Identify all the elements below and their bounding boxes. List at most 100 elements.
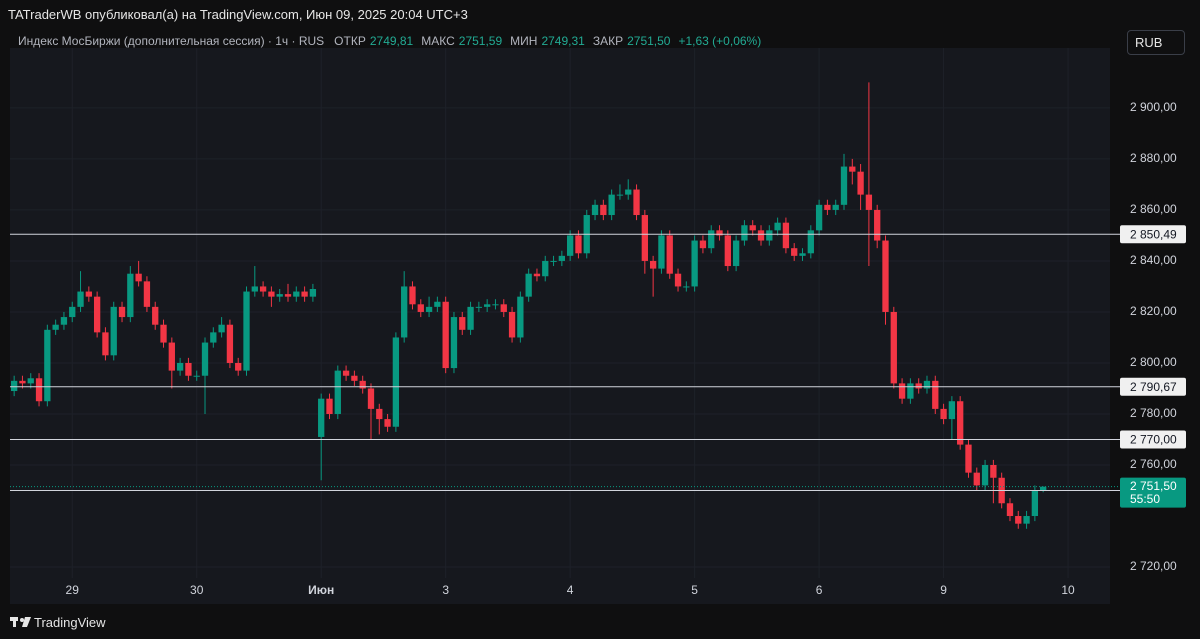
field-value: 2749,31 (541, 34, 585, 48)
candle-body (367, 388, 375, 409)
candle-body (600, 204, 607, 216)
x-tick-label: 3 (442, 583, 449, 597)
candle-body (708, 230, 715, 249)
currency-button[interactable]: RUB (1127, 30, 1185, 55)
candle-body (923, 380, 931, 389)
candle-body (500, 304, 507, 312)
last-price-label: 2 751,50 (1130, 479, 1177, 493)
candle-body (376, 408, 383, 420)
candle-body (865, 194, 873, 210)
candle-body (268, 291, 275, 297)
field-label: МАКС (421, 34, 455, 48)
candle-body (492, 304, 499, 306)
candle-body (791, 248, 798, 256)
level-label: 2 790,67 (1130, 380, 1177, 394)
level-label-box (1120, 225, 1186, 244)
candle-body (898, 383, 906, 399)
candle-body (658, 235, 665, 269)
candle-body (77, 291, 84, 307)
candle-body (251, 286, 258, 292)
candle-body (915, 383, 922, 389)
change: +1,63 (+0,06%) (678, 34, 762, 48)
y-tick-label: 2 760,00 (1130, 457, 1177, 471)
candle-body (749, 225, 756, 231)
candle-body (484, 304, 491, 307)
candle-body (467, 306, 474, 330)
candle-body (575, 235, 582, 254)
candle-body (127, 273, 134, 318)
candle-body (351, 375, 358, 381)
candle-body (135, 273, 142, 282)
footer-bar (0, 604, 1200, 639)
candle-body (674, 273, 682, 287)
candle-body (691, 240, 698, 287)
candle-body (359, 380, 366, 389)
candle-body (102, 332, 109, 356)
candle-body (807, 230, 814, 254)
candle-body (990, 465, 997, 478)
candle-body (840, 166, 848, 205)
candle-body (608, 194, 615, 216)
candle-body (417, 304, 424, 312)
candle-body (832, 204, 839, 210)
level-label: 2 850,49 (1130, 227, 1177, 241)
candle-body (699, 240, 707, 249)
candle-body (732, 240, 740, 267)
candle-body (409, 286, 416, 305)
y-tick-label: 2 860,00 (1130, 202, 1177, 216)
candle-body (517, 296, 524, 338)
candle-body (342, 370, 350, 376)
candle-body (401, 286, 408, 338)
x-tick-label: 29 (66, 583, 80, 597)
candle-body (218, 324, 225, 333)
candle-body (981, 465, 989, 486)
candle-body (334, 370, 341, 414)
symbol: Индекс МосБиржи (дополнительная сессия) … (18, 34, 325, 48)
candle-body (110, 306, 117, 356)
y-tick-label: 2 780,00 (1130, 406, 1177, 420)
field-label: МИН (510, 34, 538, 48)
y-tick-label: 2 820,00 (1130, 304, 1177, 318)
candle-body (533, 273, 541, 277)
candle-body (284, 294, 292, 297)
brand: TradingView (34, 615, 106, 630)
candle-body (948, 401, 956, 420)
candle-body (525, 273, 532, 297)
candle-body (1023, 516, 1030, 524)
candle-body (19, 380, 26, 384)
candle-body (633, 189, 640, 216)
candle-body (1006, 503, 1014, 517)
x-tick-label: 30 (190, 583, 204, 597)
level-label-box (1120, 377, 1186, 396)
field-label: ОТКР (334, 34, 366, 48)
candle-body (774, 222, 781, 231)
brand-logo (10, 617, 31, 627)
candle-body (940, 408, 947, 420)
candle-body (226, 324, 234, 363)
candle-body (27, 378, 34, 384)
candle-body (882, 240, 889, 312)
candle-body (683, 286, 690, 288)
candle-body (566, 235, 574, 256)
candle-body (625, 189, 632, 195)
candle-body (641, 215, 648, 261)
candle-body (649, 260, 657, 269)
candle-body (782, 222, 790, 249)
candle-body (1040, 486, 1047, 491)
y-tick-label: 2 840,00 (1130, 253, 1177, 267)
field-value: 2749,81 (369, 34, 414, 48)
candle-body (932, 380, 939, 409)
candle-body (143, 281, 151, 307)
level-label: 2 770,00 (1130, 433, 1177, 447)
candle-body (766, 230, 773, 241)
candle-body (301, 291, 308, 297)
x-tick-label: 10 (1061, 583, 1075, 597)
y-tick-label: 2 800,00 (1130, 355, 1177, 369)
candle-body (475, 306, 483, 308)
candle-body (591, 204, 599, 216)
candle-body (442, 301, 449, 369)
candle-body (874, 209, 881, 241)
candle-body (384, 419, 391, 427)
candle-body (93, 296, 101, 333)
